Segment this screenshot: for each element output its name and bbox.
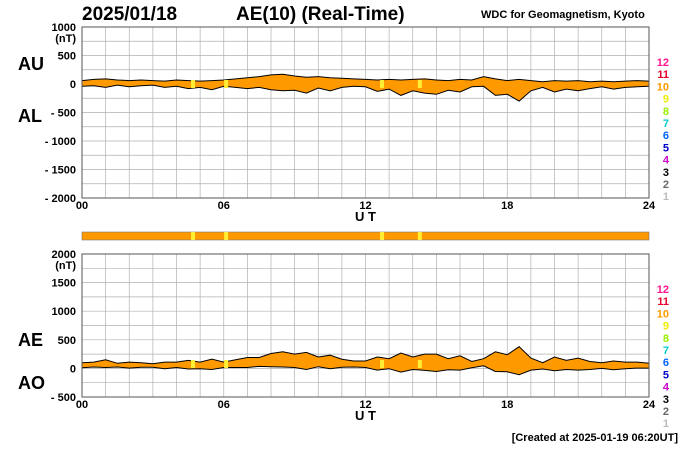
y-tick-label: 0 — [70, 363, 76, 375]
station-count-label: 2 — [663, 179, 669, 191]
x-tick-label: 06 — [218, 399, 230, 411]
panel-ae-ao — [81, 253, 650, 398]
y-tick-label: - 1000 — [45, 136, 76, 148]
station-count-label: 7 — [663, 345, 669, 357]
station-count-bar-segment — [417, 232, 422, 240]
ae-ao-station-marker — [191, 360, 196, 368]
series-label-ao: AO — [18, 373, 45, 393]
series-label-au: AU — [18, 54, 44, 74]
station-count-label: 9 — [663, 94, 669, 106]
panel-au-al — [81, 26, 650, 199]
station-count-label: 7 — [663, 118, 669, 130]
x-tick-label: 12 — [359, 399, 371, 411]
data-center-label: WDC for Geomagnetism, Kyoto — [481, 9, 645, 21]
y-tick-label: 0 — [70, 79, 76, 91]
x-tick-label: 12 — [359, 200, 371, 212]
station-count-label: 3 — [663, 394, 669, 406]
x-tick-label: 24 — [643, 200, 656, 212]
x-axis-label: U T — [355, 209, 376, 224]
station-count-label: 6 — [663, 357, 669, 369]
y-axis-units: (nT) — [55, 33, 76, 45]
station-count-bar-segment — [224, 232, 229, 240]
station-count-label: 12 — [657, 57, 669, 69]
station-count-label: 5 — [663, 142, 669, 154]
y-tick-label: 500 — [58, 335, 76, 347]
x-tick-label: 00 — [76, 200, 88, 212]
series-line-ae — [81, 346, 650, 365]
station-count-label: 5 — [663, 369, 669, 381]
station-count-bar-segment — [191, 232, 196, 240]
station-count-label: 1 — [663, 418, 669, 430]
x-axis-label: U T — [355, 408, 376, 423]
series-line-al — [81, 84, 650, 102]
series-label-al: AL — [18, 106, 42, 126]
y-axis-units: (nT) — [55, 260, 76, 272]
plot-frame — [81, 26, 650, 199]
series-line-ao — [81, 365, 649, 376]
station-count-bar — [81, 231, 650, 241]
station-count-label: 10 — [657, 81, 669, 93]
y-tick-label: - 1500 — [45, 165, 76, 177]
station-count-label: 11 — [657, 296, 669, 308]
station-count-label: 4 — [663, 382, 670, 394]
y-tick-label: - 500 — [51, 392, 76, 404]
y-tick-label: - 500 — [51, 108, 76, 120]
y-tick-label: 1500 — [52, 278, 76, 290]
y-tick-label: 1000 — [52, 22, 76, 34]
station-count-label: 2 — [663, 406, 669, 418]
station-count-label: 8 — [663, 106, 669, 118]
x-tick-label: 24 — [643, 399, 656, 411]
date-title: 2025/01/18 — [82, 4, 178, 25]
au-al-station-marker — [191, 80, 196, 88]
station-count-label: 8 — [663, 333, 669, 345]
station-count-label: 12 — [657, 284, 669, 296]
x-tick-label: 18 — [501, 200, 513, 212]
station-count-label: 10 — [657, 308, 669, 320]
series-line-au — [81, 73, 650, 83]
y-tick-label: 2000 — [52, 249, 76, 261]
station-count-label: 4 — [663, 155, 670, 167]
au-al-station-marker — [224, 80, 229, 88]
y-tick-label: 500 — [58, 51, 76, 63]
x-tick-label: 06 — [218, 200, 230, 212]
x-tick-label: 00 — [76, 399, 88, 411]
y-tick-label: - 2000 — [45, 193, 76, 205]
ae-ao-station-marker — [224, 360, 229, 368]
plot-frame — [81, 253, 650, 398]
index-title: AE(10) (Real-Time) — [236, 4, 405, 25]
station-count-label: 9 — [663, 321, 669, 333]
envelope-fill — [82, 346, 649, 375]
station-count-bar-segment — [380, 232, 385, 240]
station-count-label: 1 — [663, 191, 669, 203]
ae-ao-station-marker — [417, 360, 422, 368]
au-al-station-marker — [380, 80, 385, 88]
series-label-ae: AE — [18, 330, 43, 350]
x-tick-label: 18 — [501, 399, 513, 411]
created-timestamp: [Created at 2025-01-19 06:20UT] — [511, 432, 678, 444]
y-tick-label: 1000 — [52, 306, 76, 318]
station-count-label: 3 — [663, 167, 669, 179]
ae-ao-station-marker — [380, 360, 385, 368]
station-count-label: 6 — [663, 130, 669, 142]
station-count-label: 11 — [657, 69, 669, 81]
au-al-station-marker — [417, 80, 422, 88]
